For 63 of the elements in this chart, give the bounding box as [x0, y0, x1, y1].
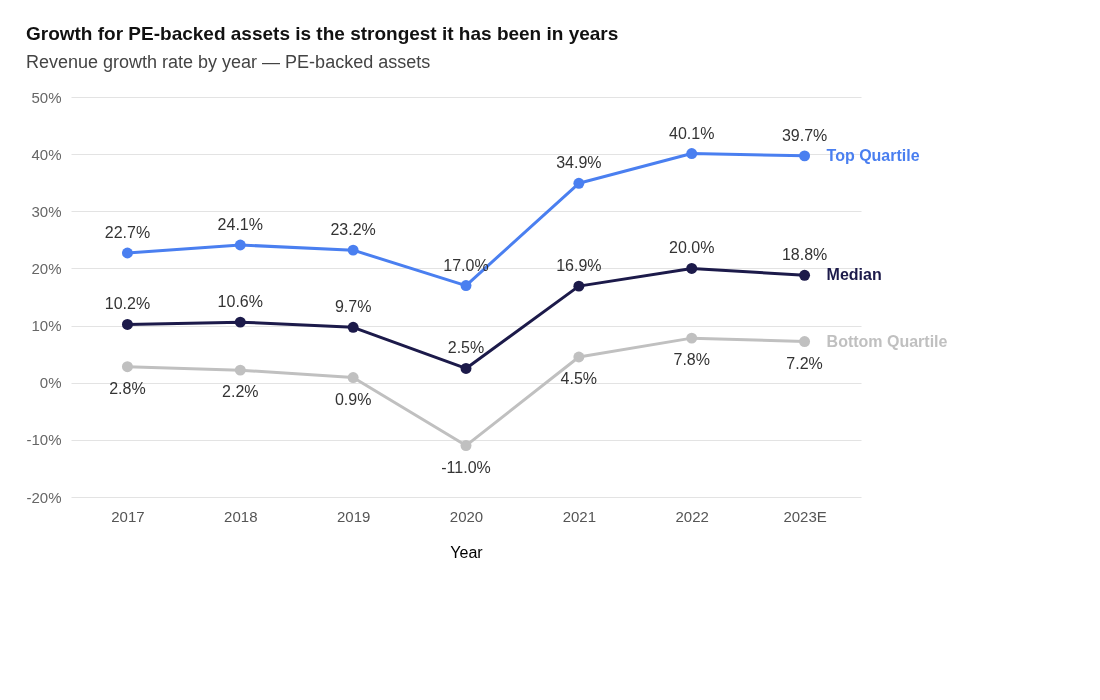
x-axis-title: Year [450, 543, 484, 561]
x-tick-label: 2022 [675, 507, 709, 525]
y-tick-label: 20% [31, 259, 62, 277]
data-label: 2.5% [447, 339, 485, 357]
point [460, 280, 472, 292]
data-label: 20.0% [669, 239, 715, 257]
data-label: 10.2% [104, 295, 151, 313]
data-label: 2.8% [109, 379, 146, 397]
point [799, 269, 811, 281]
data-label: 40.1% [669, 124, 715, 142]
data-label: 22.7% [104, 224, 151, 241]
point [234, 316, 246, 328]
data-label: 7.8% [673, 351, 710, 369]
point [799, 150, 811, 162]
data-label: 18.8% [781, 246, 828, 264]
series-label: Median [826, 266, 882, 284]
data-label: 4.5% [560, 370, 598, 387]
series-label: Top Quartile [826, 146, 920, 164]
point [573, 280, 585, 292]
point [573, 351, 585, 363]
series-label: Bottom Quartile [826, 332, 948, 350]
data-label: 2.2% [222, 383, 259, 401]
point [234, 364, 246, 376]
y-tick-label: 0% [39, 374, 62, 392]
data-label: 0.9% [334, 390, 372, 408]
point [121, 318, 133, 330]
data-label: 9.7% [334, 298, 372, 316]
chart-title: Growth for PE-backed assets is the strongest it has been in years [25, 23, 619, 44]
y-tick-label: 50% [31, 88, 62, 106]
y-tick-label: -10% [26, 431, 62, 449]
point [573, 177, 585, 189]
x-tick-label: 2019 [336, 507, 371, 525]
point [234, 239, 246, 251]
point [347, 321, 359, 333]
chart-subtitle: Revenue growth rate by year — PE-backed assets [25, 52, 431, 72]
point [121, 247, 133, 259]
data-label: 7.2% [786, 354, 823, 372]
data-label: 34.9% [556, 154, 602, 172]
y-tick-label: 30% [31, 202, 62, 220]
y-tick-label: -20% [26, 488, 62, 506]
data-label: 24.1% [217, 216, 263, 233]
x-tick-label: 2018 [224, 507, 258, 525]
x-tick-label: 2021 [562, 507, 597, 525]
data-label: 10.6% [217, 293, 263, 311]
point [347, 244, 359, 256]
data-label: 23.2% [330, 221, 376, 239]
x-tick-label: 2017 [111, 507, 145, 525]
data-label: 16.9% [556, 257, 602, 275]
point [460, 362, 472, 374]
data-label: -11.0% [441, 458, 491, 476]
point [686, 332, 698, 344]
data-label: 17.0% [443, 256, 489, 274]
y-tick-label: 10% [31, 317, 62, 335]
x-tick-label: 2020 [449, 507, 484, 525]
point [686, 148, 698, 160]
point [460, 440, 472, 452]
x-tick-label: 2023E [783, 507, 827, 525]
data-label: 39.7% [781, 126, 828, 144]
point [686, 262, 698, 274]
point [799, 336, 811, 348]
point [347, 372, 359, 384]
y-tick-label: 40% [31, 145, 62, 163]
point [121, 361, 133, 373]
